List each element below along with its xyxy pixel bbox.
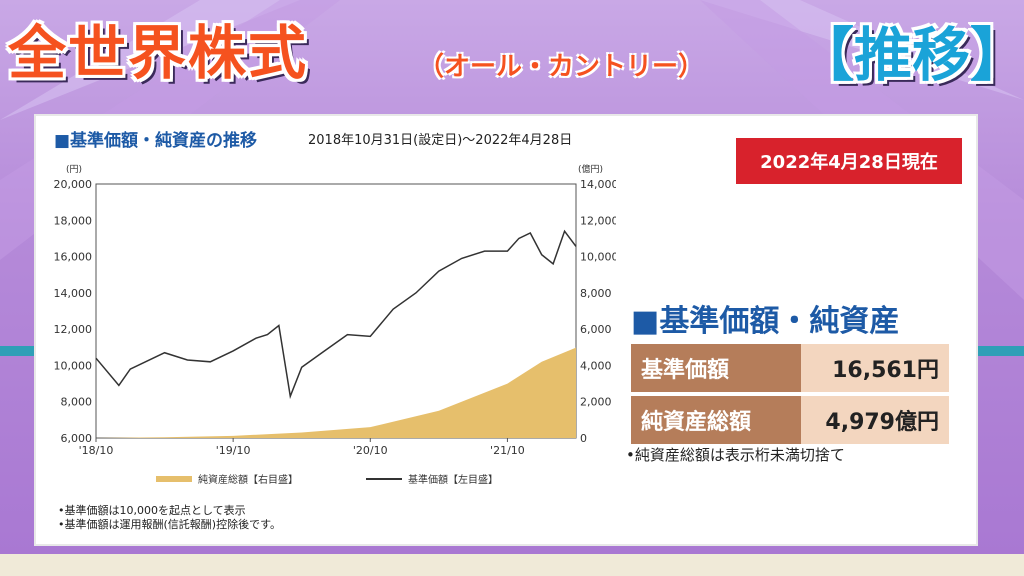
x-tick-label: '19/10 (216, 444, 251, 457)
summary-row-nav: 基準価額 16,561円 (631, 344, 949, 392)
legend-label-assets: 純資産総額【右目盛】 (198, 473, 298, 486)
footnote: •基準価額は運用報酬(信託報酬)控除後です。 (58, 518, 281, 531)
left-tick-label: 6,000 (61, 432, 93, 445)
summary-value: 4,979億円 (801, 396, 949, 444)
as-of-badge: 2022年4月28日現在 (736, 138, 962, 184)
summary-heading: ■基準価額・純資産 (631, 304, 900, 339)
x-tick-label: '20/10 (353, 444, 388, 457)
summary-label: 基準価額 (631, 344, 801, 392)
left-tick-label: 20,000 (54, 178, 93, 191)
x-tick-label: '21/10 (490, 444, 525, 457)
footnotes: •基準価額は10,000を起点として表示 •基準価額は運用報酬(信託報酬)控除後… (58, 504, 281, 532)
right-tick-label: 8,000 (580, 287, 612, 300)
panel-heading: ■基準価額・純資産の推移 (54, 131, 258, 151)
left-tick-label: 12,000 (54, 323, 93, 336)
panel-date-range: 2018年10月31日(設定日)～2022年4月28日 (308, 133, 573, 148)
right-tick-label: 14,000 (580, 178, 616, 191)
x-tick-label: '18/10 (79, 444, 114, 457)
right-tick-label: 6,000 (580, 323, 612, 336)
footnote: •基準価額は10,000を起点として表示 (58, 504, 246, 517)
teal-strip-right (976, 346, 1024, 356)
page-subtitle: （オール・カントリー） (418, 52, 705, 82)
right-axis-unit: (億円) (578, 163, 603, 175)
right-tick-label: 12,000 (580, 214, 616, 227)
nav-chart: (円) (億円) 6,000 8,000 10,000 12,000 14,000 16,00… (54, 163, 617, 486)
chart-panel: ■基準価額・純資産の推移 2018年10月31日(設定日)～2022年4月28日… (36, 116, 976, 544)
legend-swatch-assets (156, 476, 192, 482)
summary-label: 純資産総額 (631, 396, 801, 444)
left-tick-label: 14,000 (54, 287, 93, 300)
legend-label-nav: 基準価額【左目盛】 (408, 473, 498, 486)
right-tick-label: 10,000 (580, 251, 616, 264)
page-title: 全世界株式 (8, 19, 309, 87)
nav-line (95, 229, 577, 400)
left-tick-label: 18,000 (54, 214, 93, 227)
left-tick-label: 10,000 (54, 359, 93, 372)
right-tick-label: 0 (580, 432, 587, 445)
summary-table: 基準価額 16,561円 純資産総額 4,979億円 (631, 344, 949, 444)
right-tick-label: 4,000 (580, 359, 612, 372)
net-assets-area (96, 347, 576, 438)
left-tick-label: 8,000 (61, 396, 93, 409)
summary-note: •純資産総額は表示桁未満切捨て (626, 446, 845, 464)
right-tick-label: 2,000 (580, 396, 612, 409)
teal-strip-left (0, 346, 40, 356)
summary-row-assets: 純資産総額 4,979億円 (631, 396, 949, 444)
bottom-bar (0, 554, 1024, 576)
summary-value: 16,561円 (801, 344, 949, 392)
page-tag: 【推移】 (796, 21, 1024, 89)
left-axis-unit: (円) (66, 164, 82, 175)
left-tick-label: 16,000 (54, 251, 93, 264)
